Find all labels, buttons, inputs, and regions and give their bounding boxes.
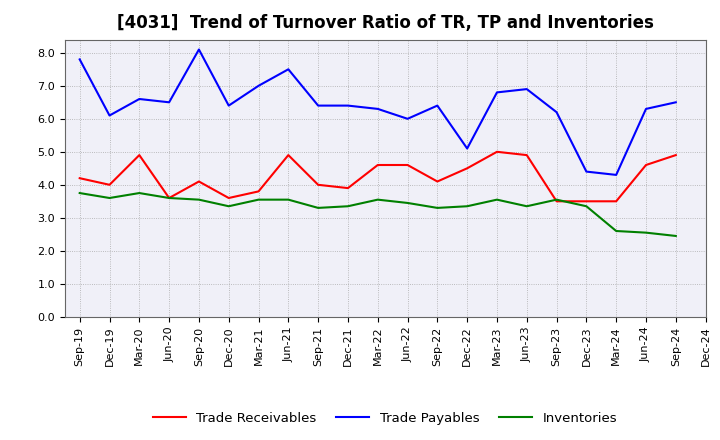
Trade Receivables xyxy=(403,162,412,168)
Trade Payables xyxy=(105,113,114,118)
Trade Receivables xyxy=(254,189,263,194)
Inventories xyxy=(165,195,174,201)
Trade Payables xyxy=(165,99,174,105)
Trade Receivables xyxy=(612,198,621,204)
Trade Receivables xyxy=(284,152,292,158)
Trade Payables xyxy=(612,172,621,177)
Inventories xyxy=(105,195,114,201)
Trade Receivables xyxy=(374,162,382,168)
Inventories xyxy=(492,197,501,202)
Trade Payables xyxy=(254,83,263,88)
Trade Payables xyxy=(314,103,323,108)
Trade Payables xyxy=(552,110,561,115)
Inventories xyxy=(612,228,621,234)
Trade Receivables xyxy=(523,152,531,158)
Trade Payables xyxy=(492,90,501,95)
Trade Payables xyxy=(135,96,143,102)
Inventories xyxy=(552,197,561,202)
Trade Receivables xyxy=(582,198,590,204)
Trade Receivables xyxy=(343,186,352,191)
Inventories xyxy=(582,204,590,209)
Inventories xyxy=(76,191,84,196)
Inventories xyxy=(225,204,233,209)
Trade Receivables xyxy=(225,195,233,201)
Trade Receivables xyxy=(135,152,143,158)
Trade Payables xyxy=(433,103,441,108)
Line: Inventories: Inventories xyxy=(80,193,676,236)
Inventories xyxy=(403,200,412,205)
Trade Payables xyxy=(463,146,472,151)
Trade Receivables xyxy=(433,179,441,184)
Line: Trade Receivables: Trade Receivables xyxy=(80,152,676,201)
Trade Receivables xyxy=(76,176,84,181)
Inventories xyxy=(463,204,472,209)
Trade Receivables xyxy=(165,195,174,201)
Inventories xyxy=(642,230,650,235)
Inventories xyxy=(254,197,263,202)
Trade Payables xyxy=(403,116,412,121)
Trade Receivables xyxy=(672,152,680,158)
Inventories xyxy=(135,191,143,196)
Inventories xyxy=(433,205,441,210)
Trade Payables xyxy=(672,99,680,105)
Legend: Trade Receivables, Trade Payables, Inventories: Trade Receivables, Trade Payables, Inven… xyxy=(148,407,623,430)
Trade Payables xyxy=(76,57,84,62)
Trade Receivables xyxy=(105,182,114,187)
Trade Payables xyxy=(523,86,531,92)
Trade Receivables xyxy=(314,182,323,187)
Inventories xyxy=(374,197,382,202)
Inventories xyxy=(672,233,680,238)
Inventories xyxy=(523,204,531,209)
Trade Payables xyxy=(194,47,203,52)
Trade Receivables xyxy=(492,149,501,154)
Trade Payables xyxy=(642,106,650,111)
Trade Payables xyxy=(582,169,590,174)
Inventories xyxy=(314,205,323,210)
Trade Payables xyxy=(374,106,382,111)
Trade Payables xyxy=(225,103,233,108)
Trade Receivables xyxy=(463,165,472,171)
Inventories xyxy=(343,204,352,209)
Inventories xyxy=(194,197,203,202)
Inventories xyxy=(284,197,292,202)
Trade Payables xyxy=(284,66,292,72)
Title: [4031]  Trend of Turnover Ratio of TR, TP and Inventories: [4031] Trend of Turnover Ratio of TR, TP… xyxy=(117,15,654,33)
Trade Receivables xyxy=(642,162,650,168)
Trade Receivables xyxy=(552,198,561,204)
Trade Receivables xyxy=(194,179,203,184)
Line: Trade Payables: Trade Payables xyxy=(80,49,676,175)
Trade Payables xyxy=(343,103,352,108)
